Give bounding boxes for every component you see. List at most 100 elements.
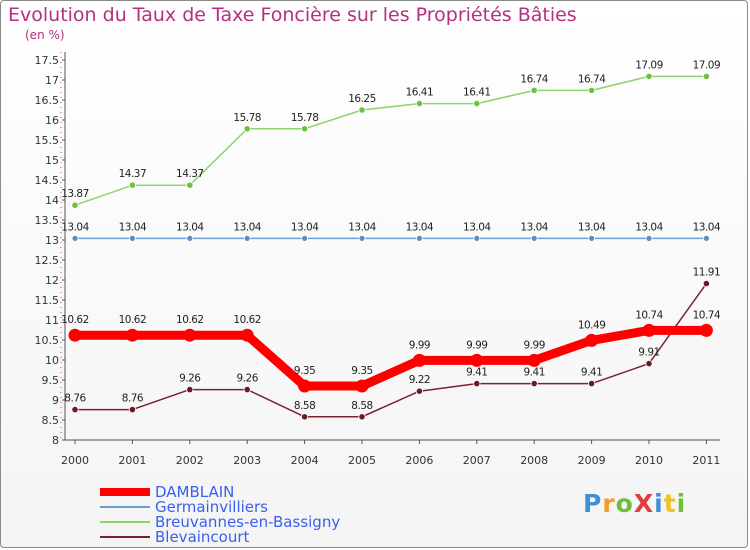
data-label: 16.74 — [578, 73, 606, 85]
data-label: 15.78 — [291, 112, 319, 124]
logo-letter: t — [663, 489, 677, 518]
legend-item-blevaincourt: Blevaincourt — [100, 528, 340, 546]
data-label: 8.58 — [294, 400, 315, 412]
data-point — [186, 234, 194, 242]
data-label: 8.76 — [122, 393, 144, 405]
data-label: 9.26 — [179, 373, 201, 385]
data-point — [473, 234, 481, 242]
x-tick-label: 2000 — [61, 454, 89, 467]
y-tick-label: 14 — [45, 194, 59, 207]
logo-letter: o — [615, 489, 634, 518]
data-label: 9.99 — [524, 339, 545, 351]
unit-label: (en %) — [25, 28, 65, 42]
logo-letter: r — [602, 489, 616, 518]
data-point — [702, 72, 711, 81]
data-label: 8.58 — [351, 400, 372, 412]
data-point — [183, 328, 197, 342]
y-tick-label: 16.5 — [35, 94, 60, 107]
y-tick-label: 16 — [45, 114, 59, 127]
data-label: 13.04 — [291, 221, 319, 233]
logo-letter: i — [676, 489, 687, 518]
y-tick-label: 17 — [45, 74, 59, 87]
data-label: 10.62 — [233, 314, 261, 326]
data-label: 13.04 — [635, 221, 663, 233]
data-label: 17.09 — [635, 59, 663, 71]
x-tick-label: 2003 — [233, 454, 261, 467]
data-point — [415, 234, 423, 242]
x-tick-label: 2011 — [692, 454, 720, 467]
proxiti-logo: ProXiti — [583, 489, 686, 518]
data-point — [415, 387, 423, 395]
data-point — [358, 106, 366, 114]
data-label: 10.62 — [61, 314, 89, 326]
data-label: 16.41 — [406, 87, 434, 99]
data-point — [473, 379, 481, 388]
data-label: 13.04 — [578, 221, 606, 233]
data-point — [645, 72, 653, 81]
legend-swatch-breuvannes — [100, 520, 150, 523]
y-tick-label: 9.5 — [42, 374, 60, 387]
data-label: 16.25 — [348, 93, 376, 105]
data-point — [301, 234, 309, 242]
data-point — [243, 234, 251, 242]
x-tick-label: 2004 — [291, 454, 319, 467]
data-label: 10.74 — [693, 309, 721, 321]
legend-label-germainvilliers: Germainvilliers — [155, 497, 268, 516]
data-point — [412, 353, 426, 367]
y-tick-label: 17.5 — [35, 54, 60, 67]
x-tick-label: 2005 — [348, 454, 376, 467]
y-tick-label: 11 — [45, 314, 59, 327]
data-label: 9.35 — [294, 365, 315, 377]
y-tick-label: 9 — [52, 394, 59, 407]
data-point — [300, 413, 309, 421]
data-point — [71, 201, 79, 209]
data-label: 9.41 — [466, 367, 487, 379]
data-label: 10.49 — [578, 319, 606, 331]
legend: DAMBLAIN Germainvilliers Breuvannes-en-B… — [100, 483, 340, 546]
data-point — [358, 413, 366, 421]
y-tick-label: 12 — [45, 274, 59, 287]
data-point — [128, 234, 136, 242]
data-point — [642, 323, 656, 337]
data-label: 10.62 — [119, 314, 147, 326]
data-point — [128, 405, 136, 414]
data-label: 10.74 — [635, 309, 663, 321]
data-point — [355, 379, 369, 393]
data-point — [71, 405, 79, 414]
data-point — [530, 379, 538, 388]
data-point — [470, 353, 484, 367]
series-line-2 — [74, 75, 708, 206]
y-tick-label: 15.5 — [35, 134, 60, 147]
x-tick-label: 2010 — [635, 454, 663, 467]
data-label: 9.41 — [524, 367, 545, 379]
data-label: 14.37 — [176, 168, 204, 180]
data-point — [71, 234, 79, 242]
data-label: 14.37 — [119, 168, 147, 180]
legend-swatch-germainvilliers — [100, 505, 150, 508]
data-point — [473, 100, 481, 108]
series-line-3 — [74, 282, 708, 418]
logo-letter: i — [654, 489, 664, 518]
data-point — [587, 379, 596, 388]
data-label: 13.04 — [61, 221, 89, 233]
data-label: 13.04 — [176, 221, 204, 233]
data-point — [128, 181, 136, 189]
data-point — [703, 234, 710, 242]
data-point — [186, 385, 194, 394]
data-point — [358, 234, 366, 242]
data-label: 15.78 — [233, 112, 261, 124]
data-point — [699, 323, 713, 337]
x-tick-label: 2006 — [405, 454, 433, 467]
data-label: 13.04 — [348, 221, 376, 233]
data-label: 13.04 — [463, 221, 491, 233]
data-label: 9.99 — [409, 339, 430, 351]
data-point — [645, 234, 653, 242]
data-label: 9.91 — [638, 347, 659, 359]
data-point — [702, 279, 711, 288]
y-tick-label: 11.5 — [35, 294, 60, 307]
data-label: 13.04 — [119, 221, 147, 233]
data-label: 11.91 — [693, 267, 721, 279]
legend-swatch-damblain — [100, 487, 150, 496]
